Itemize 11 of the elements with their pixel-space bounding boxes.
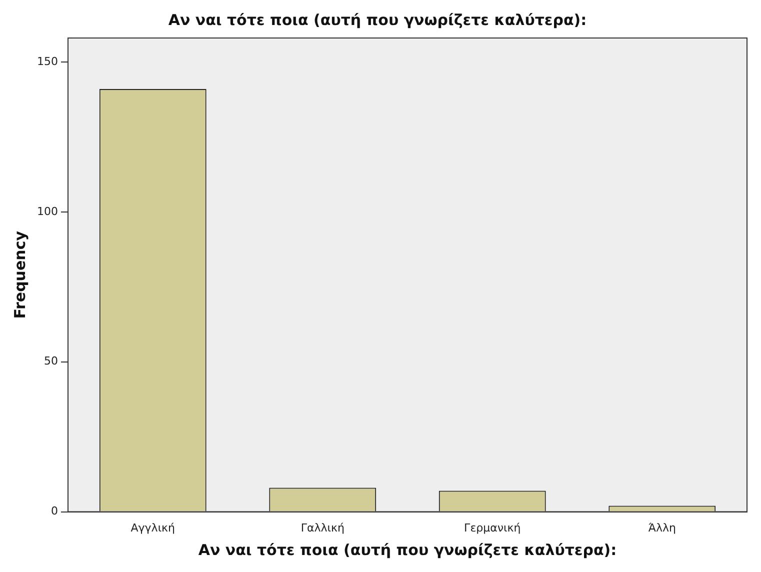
y-tick-label: 50 xyxy=(44,354,58,368)
y-tick-label: 150 xyxy=(36,54,58,68)
x-tick-label: Άλλη xyxy=(648,521,676,534)
x-tick-label: Γερμανική xyxy=(464,521,521,534)
x-tick-label: Αγγλική xyxy=(130,521,176,534)
x-tick-label: Γαλλική xyxy=(300,521,344,534)
y-tick-label: 0 xyxy=(50,504,58,518)
y-tick-label: 100 xyxy=(36,204,58,218)
x-axis-title: Αν ναι τότε ποια (αυτή που γνωρίζετε καλύτερα): xyxy=(198,540,617,559)
chart-title: Αν ναι τότε ποια (αυτή που γνωρίζετε καλύτερα): xyxy=(168,10,587,29)
y-axis-title: Frequency xyxy=(10,230,29,319)
